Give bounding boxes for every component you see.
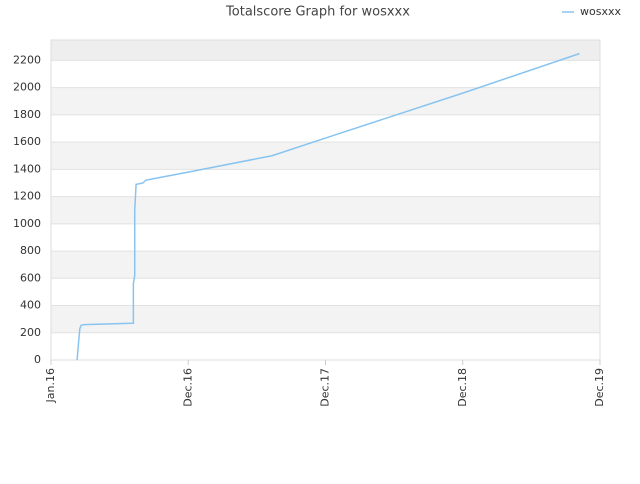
grid-band: [51, 87, 600, 115]
y-tick-label: 200: [20, 326, 41, 339]
y-tick-label: 0: [34, 353, 41, 366]
y-tick-label: 1400: [13, 162, 41, 175]
grid-band: [51, 251, 600, 279]
y-tick-label: 1200: [13, 190, 41, 203]
y-tick-label: 1000: [13, 217, 41, 230]
x-tick-label: Dec.19: [593, 368, 606, 407]
grid-band: [51, 196, 600, 224]
y-tick-label: 800: [20, 244, 41, 257]
grid-band: [51, 40, 600, 61]
series-line: [76, 52, 580, 361]
y-tick-label: 1800: [13, 108, 41, 121]
y-tick-label: 2200: [13, 53, 41, 66]
chart-title: Totalscore Graph for wosxxx: [225, 5, 410, 20]
grid-band: [51, 305, 600, 333]
y-tick-label: 1600: [13, 135, 41, 148]
x-tick-label: Jan.16: [44, 368, 57, 403]
y-tick-label: 400: [20, 299, 41, 312]
y-tick-label: 600: [20, 271, 41, 284]
grid-band: [51, 142, 600, 170]
x-tick-label: Dec.18: [456, 368, 469, 407]
x-tick-label: Dec.17: [319, 368, 332, 407]
legend-label: wosxxx: [580, 5, 621, 18]
y-tick-label: 2000: [13, 81, 41, 94]
x-tick-label: Dec.16: [181, 368, 194, 407]
